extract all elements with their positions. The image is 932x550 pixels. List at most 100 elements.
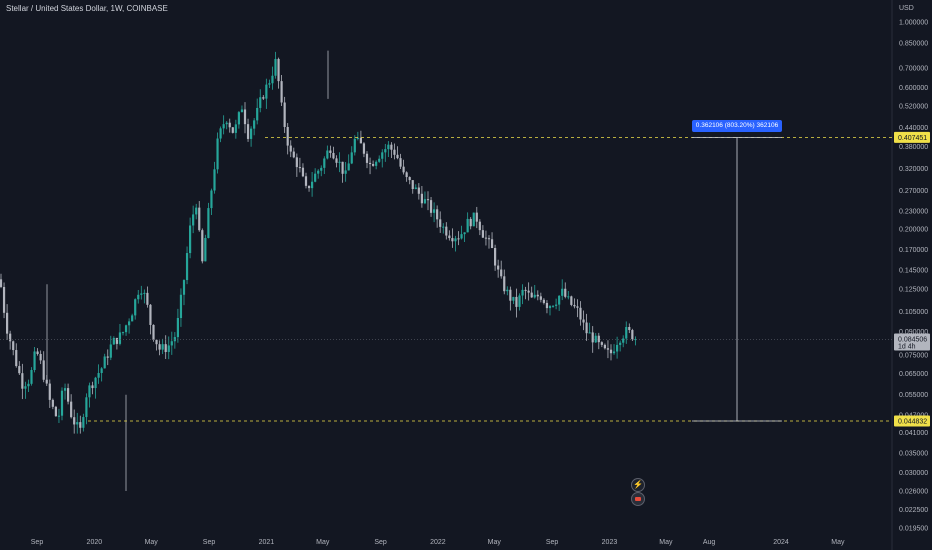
candle-body bbox=[381, 152, 384, 159]
candle-body bbox=[292, 151, 295, 158]
candle-body bbox=[603, 344, 606, 349]
candle-body bbox=[161, 344, 164, 350]
candle-body bbox=[533, 294, 536, 298]
price-tick-label: 0.090000 bbox=[899, 329, 928, 336]
candle-body bbox=[515, 296, 518, 307]
candle-body bbox=[124, 325, 128, 333]
price-tick-label: 0.230000 bbox=[899, 208, 928, 215]
candle-body bbox=[146, 292, 149, 305]
candle-body bbox=[597, 335, 600, 343]
candle-body bbox=[301, 167, 305, 177]
candle-body bbox=[341, 161, 344, 174]
price-tick-label: 0.125000 bbox=[899, 287, 928, 294]
price-tick-label: 0.035000 bbox=[899, 450, 928, 457]
candle-body bbox=[115, 337, 118, 344]
candle-body bbox=[423, 199, 427, 204]
lower-level-tag: 0.044832 bbox=[898, 419, 927, 426]
candle-body bbox=[182, 280, 186, 295]
candle-body bbox=[408, 177, 411, 181]
candle-body bbox=[204, 237, 207, 262]
candle-body bbox=[372, 164, 375, 166]
candle-body bbox=[634, 339, 637, 341]
candle-body bbox=[506, 289, 509, 292]
candle-body bbox=[329, 150, 332, 153]
price-tick-label: 0.380000 bbox=[899, 144, 928, 151]
candle-body bbox=[213, 169, 216, 191]
candle-body bbox=[460, 234, 463, 239]
price-tick-label: 0.145000 bbox=[899, 268, 928, 275]
price-tick-label: 0.026000 bbox=[899, 489, 928, 496]
time-tick-label: 2022 bbox=[430, 539, 446, 546]
candle-body bbox=[231, 127, 234, 133]
candle-body bbox=[542, 299, 545, 303]
price-axis-currency: USD bbox=[899, 5, 914, 12]
candle-body bbox=[628, 327, 631, 331]
candle-body bbox=[521, 289, 524, 296]
candle-body bbox=[344, 170, 347, 174]
candle-body bbox=[60, 390, 64, 416]
candle-body bbox=[36, 351, 39, 355]
candle-body bbox=[134, 299, 137, 316]
candle-body bbox=[368, 162, 372, 165]
time-tick-label: 2023 bbox=[602, 539, 618, 546]
candle-body bbox=[393, 149, 396, 155]
candle-body bbox=[63, 388, 67, 391]
candle-body bbox=[2, 286, 6, 313]
candle-body bbox=[326, 150, 329, 159]
candle-body bbox=[570, 296, 573, 305]
flag-icon[interactable] bbox=[631, 492, 645, 506]
candle-body bbox=[82, 417, 85, 428]
price-tick-label: 0.850000 bbox=[899, 40, 928, 47]
time-tick-label: Sep bbox=[546, 539, 559, 546]
candle-body bbox=[51, 399, 54, 407]
time-tick-label: Sep bbox=[374, 539, 387, 546]
candle-body bbox=[359, 137, 362, 144]
candle-body bbox=[79, 422, 82, 428]
candle-body bbox=[512, 296, 515, 301]
candle-body bbox=[585, 322, 588, 334]
candle-body bbox=[164, 344, 167, 352]
candle-body bbox=[97, 373, 100, 378]
lightning-icon[interactable]: ⚡ bbox=[631, 478, 645, 492]
candle-body bbox=[253, 120, 256, 129]
candle-body bbox=[335, 158, 338, 163]
candle-body bbox=[439, 219, 442, 227]
time-tick-label: May bbox=[488, 539, 502, 546]
candle-body bbox=[27, 383, 30, 387]
price-tick-label: 0.105000 bbox=[899, 309, 928, 316]
price-tick-label: 0.320000 bbox=[899, 166, 928, 173]
candle-body bbox=[625, 327, 628, 339]
candle-body bbox=[567, 296, 570, 298]
candle-body bbox=[558, 295, 561, 305]
candle-body bbox=[591, 332, 594, 343]
candle-body bbox=[494, 248, 497, 266]
candle-body bbox=[207, 208, 210, 238]
candle-body bbox=[42, 360, 45, 380]
candle-body bbox=[490, 239, 494, 249]
candle-body bbox=[622, 338, 625, 343]
candle-body bbox=[192, 214, 195, 226]
candle-body bbox=[274, 58, 277, 76]
candle-body bbox=[307, 185, 311, 189]
candle-body bbox=[228, 122, 231, 128]
candle-body bbox=[469, 218, 472, 227]
candle-body bbox=[317, 170, 320, 174]
candle-body bbox=[347, 163, 350, 171]
price-tick-label: 0.022500 bbox=[899, 507, 928, 514]
candle-body bbox=[606, 348, 610, 350]
candle-body bbox=[631, 330, 634, 340]
candle-body bbox=[140, 293, 143, 295]
current-price-tag: 0.084506 bbox=[898, 337, 927, 344]
candle-body bbox=[85, 397, 88, 418]
candle-body bbox=[155, 339, 158, 345]
candle-body bbox=[548, 306, 552, 309]
time-tick-label: 2020 bbox=[87, 539, 103, 546]
chart-title: Stellar / United States Dollar, 1W, COIN… bbox=[6, 4, 168, 13]
candle-body bbox=[481, 230, 484, 238]
candle-body bbox=[67, 388, 70, 402]
candle-body bbox=[350, 152, 353, 164]
candle-body bbox=[402, 166, 405, 173]
candle-body bbox=[573, 304, 576, 307]
candle-body bbox=[286, 126, 289, 146]
